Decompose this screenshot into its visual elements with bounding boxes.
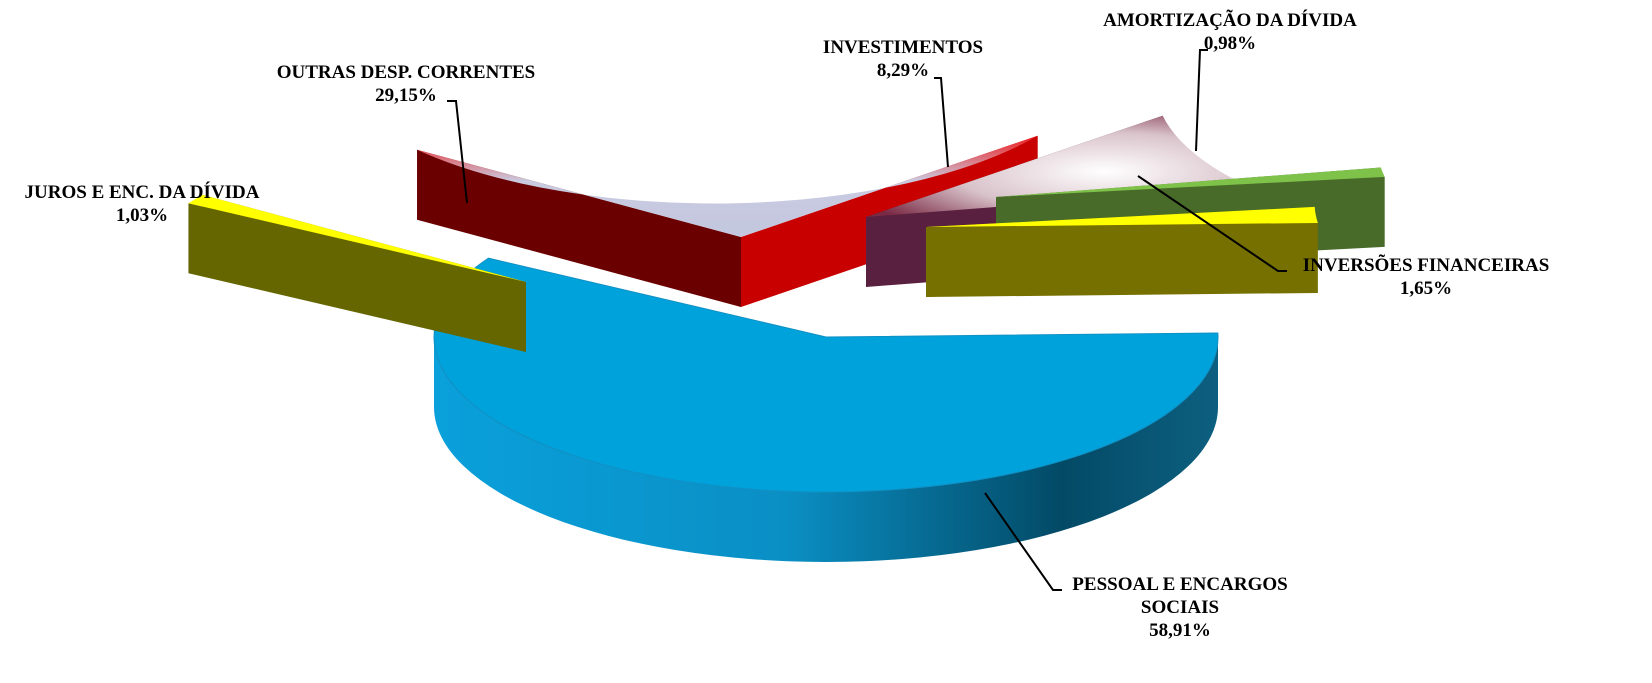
data-label-pessoal-e-encargos-sociais-line1: PESSOAL E ENCARGOS — [1072, 574, 1287, 595]
data-value-outras-desp-correntes: 29,15% — [375, 85, 437, 106]
leader-line-pessoal-e-encargos-sociais — [984, 492, 1062, 591]
slice-amortizacao-top — [996, 167, 1385, 197]
data-label-juros-e-enc-da-divida: JUROS E ENC. DA DÍVIDA — [25, 181, 260, 203]
slice-top-pessoal — [433, 257, 1219, 493]
data-value-inversoes-financeiras: 1,65% — [1400, 278, 1452, 299]
slice-top-outras — [417, 135, 1038, 237]
slice-inversoes-top — [926, 206, 1318, 227]
slice-inversoes-cut-b — [926, 222, 1318, 297]
leader-line-inversoes-financeiras — [1137, 175, 1287, 272]
data-value-investimentos: 8,29% — [877, 60, 929, 81]
leader-line-amortizacao-da-divida — [1195, 49, 1208, 152]
leader-line-outras-desp-correntes — [447, 100, 468, 204]
slice-side-pessoal — [434, 337, 1218, 562]
data-value-amortizacao-da-divida: 0,98% — [1204, 33, 1256, 54]
data-label-pessoal-e-encargos-sociais-line2: SOCIAIS — [1141, 597, 1219, 618]
data-label-outras-desp-correntes: OUTRAS DESP. CORRENTES — [277, 62, 536, 83]
pie-slices — [188, 115, 1385, 562]
data-label-investimentos: INVESTIMENTOS — [823, 37, 983, 58]
data-value-juros-e-enc-da-divida: 1,03% — [116, 205, 168, 226]
leader-line-investimentos — [934, 77, 949, 168]
data-label-amortizacao-da-divida: AMORTIZAÇÃO DA DÍVIDA — [1103, 9, 1357, 31]
slice-cut-outras-a — [417, 149, 741, 307]
slice-juros-top — [188, 194, 526, 282]
data-value-pessoal-e-encargos-sociais: 58,91% — [1149, 620, 1211, 641]
slice-juros-cut-b — [202, 194, 526, 352]
data-label-inversoes-financeiras: INVERSÕES FINANCEIRAS — [1303, 254, 1550, 276]
